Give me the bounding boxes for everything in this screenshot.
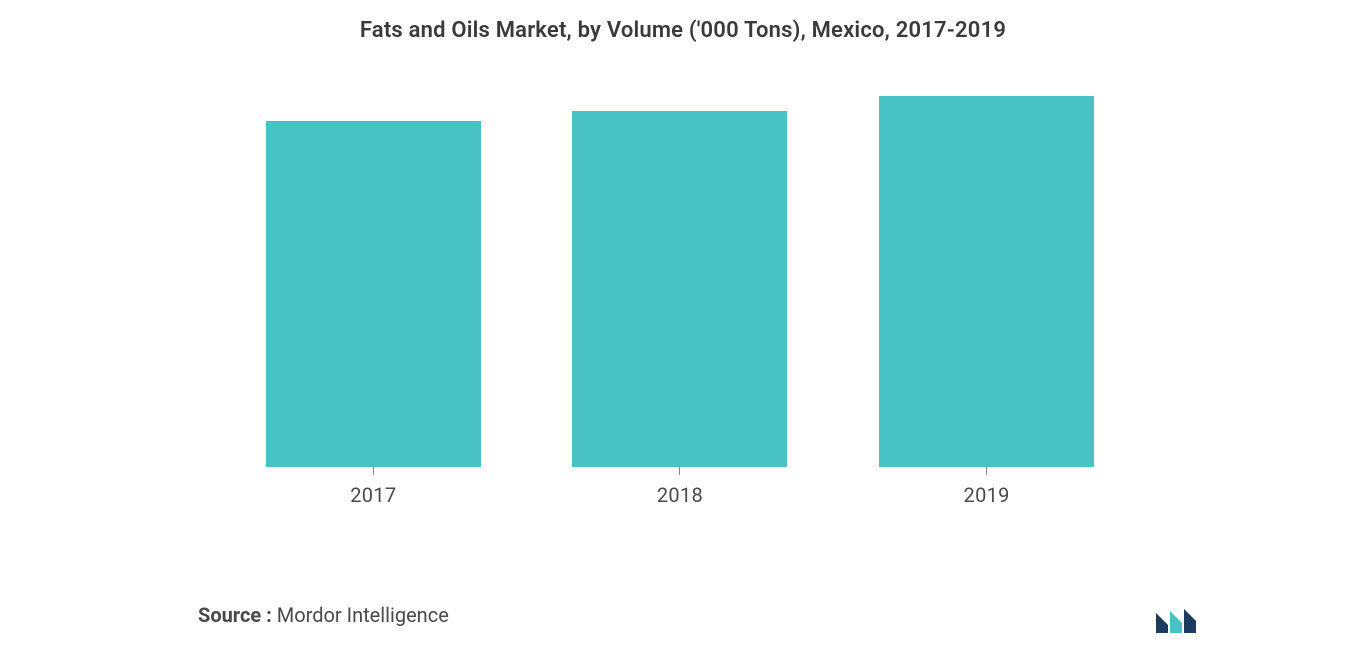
bar-group <box>879 90 1094 475</box>
x-tick <box>373 467 374 475</box>
x-tick <box>986 467 987 475</box>
bar <box>266 121 481 468</box>
chart-title: Fats and Oils Market, by Volume ('000 To… <box>0 0 1366 43</box>
mordor-logo-icon <box>1154 605 1206 637</box>
x-axis-labels: 2017 2018 2019 <box>180 483 1180 507</box>
source-attribution: Source : Mordor Intelligence <box>198 603 449 627</box>
bar <box>879 96 1094 467</box>
bar-group <box>266 90 481 475</box>
bar <box>572 111 787 467</box>
x-axis-label: 2019 <box>879 483 1094 507</box>
chart-area: 201720182019 <box>180 90 1180 475</box>
source-label: Source : <box>198 603 272 627</box>
x-tick <box>679 467 680 475</box>
brand-logo <box>1154 605 1206 637</box>
x-axis-label: 2018 <box>572 483 787 507</box>
source-text: Mordor Intelligence <box>272 603 449 627</box>
x-axis-label: 2017 <box>266 483 481 507</box>
bars-container <box>180 90 1180 475</box>
bar-group <box>572 90 787 475</box>
